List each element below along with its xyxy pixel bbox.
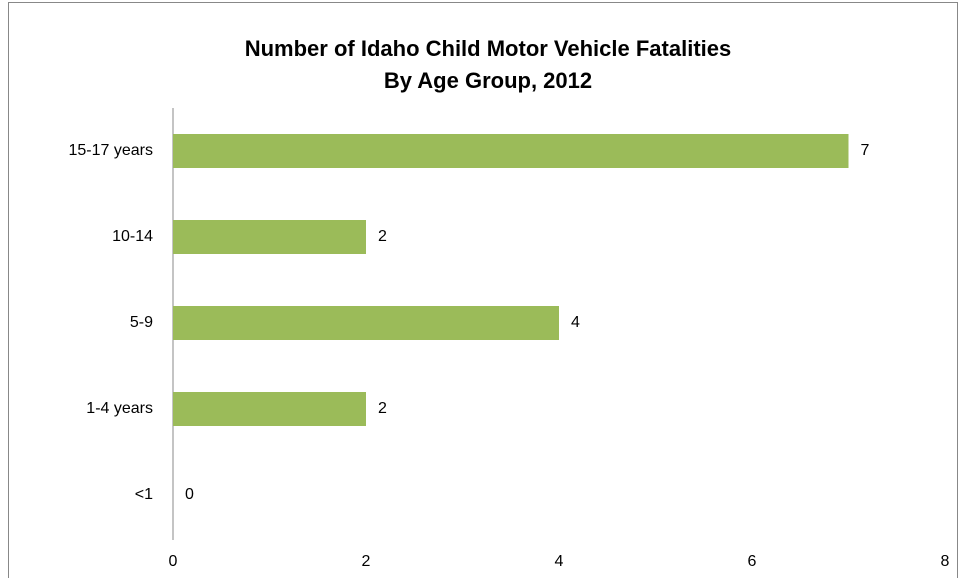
data-label: 2 (378, 228, 387, 245)
x-tick-label: 0 (169, 553, 178, 570)
data-label: 7 (861, 142, 870, 159)
y-tick-label: 1-4 years (86, 400, 153, 417)
bar (173, 134, 849, 168)
bar (173, 220, 366, 254)
bar (173, 306, 559, 340)
x-tick-label: 6 (748, 553, 757, 570)
data-label: 4 (571, 314, 580, 331)
y-tick-label: 5-9 (130, 314, 153, 331)
y-tick-label: <1 (135, 486, 153, 503)
chart-title: Number of Idaho Child Motor Vehicle Fata… (245, 36, 732, 61)
x-tick-label: 8 (941, 553, 950, 570)
data-label: 0 (185, 486, 194, 503)
x-tick-label: 2 (362, 553, 371, 570)
y-tick-label: 10-14 (112, 228, 153, 245)
y-tick-label: 15-17 years (69, 142, 154, 159)
data-label: 2 (378, 400, 387, 417)
bar (173, 392, 366, 426)
x-tick-label: 4 (555, 553, 564, 570)
chart-subtitle: By Age Group, 2012 (384, 68, 592, 93)
chart-border (8, 2, 958, 578)
